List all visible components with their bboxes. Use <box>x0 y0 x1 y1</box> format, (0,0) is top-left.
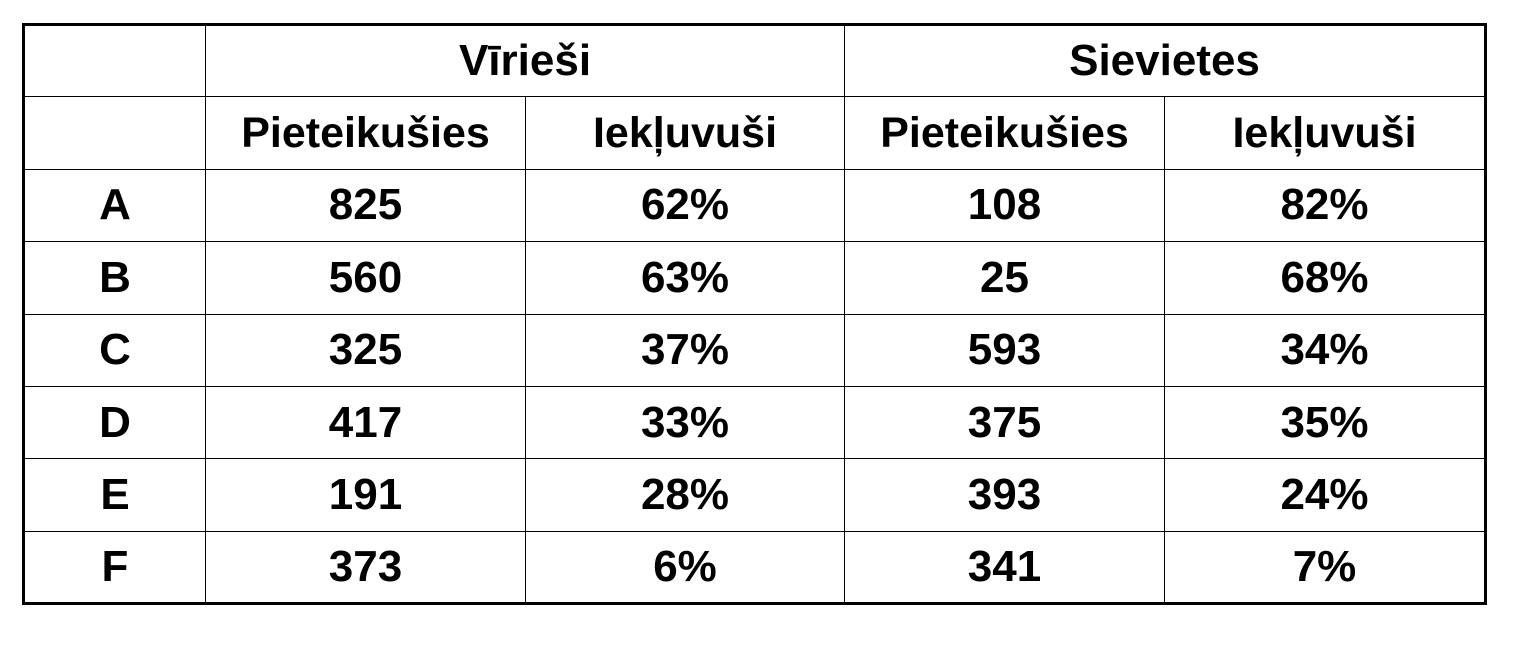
table-cell: 825 <box>205 168 526 243</box>
row-label: C <box>23 313 206 387</box>
row-label: D <box>23 385 206 460</box>
table-cell: 68% <box>1164 241 1486 315</box>
table-row: F 373 6% 341 7% <box>23 530 1486 605</box>
table-cell: 24% <box>1164 458 1486 532</box>
table-cell: 108 <box>844 168 1165 243</box>
corner-cell <box>23 96 206 170</box>
table-cell: 325 <box>205 313 526 387</box>
table-cell: 373 <box>205 530 526 605</box>
table-cell: 6% <box>525 530 845 605</box>
table-cell: 25 <box>844 241 1165 315</box>
admissions-table: Vīrieši Sievietes Pieteikušies Iekļuvuši… <box>22 23 1487 605</box>
table-cell: 7% <box>1164 530 1486 605</box>
table-cell: 593 <box>844 313 1165 387</box>
group-header-women: Sievietes <box>844 23 1486 98</box>
table-cell: 35% <box>1164 385 1486 460</box>
table-cell: 341 <box>844 530 1165 605</box>
table-row: C 325 37% 593 34% <box>23 313 1486 387</box>
corner-cell <box>23 23 206 98</box>
table-cell: 191 <box>205 458 526 532</box>
sub-header-row: Pieteikušies Iekļuvuši Pieteikušies Iekļ… <box>23 96 1486 170</box>
row-label: A <box>23 168 206 243</box>
sub-header-men-admitted: Iekļuvuši <box>525 96 845 170</box>
table-cell: 63% <box>525 241 845 315</box>
sub-header-women-applied: Pieteikušies <box>844 96 1165 170</box>
group-header-row: Vīrieši Sievietes <box>23 23 1486 98</box>
table-cell: 34% <box>1164 313 1486 387</box>
table-cell: 393 <box>844 458 1165 532</box>
row-label: B <box>23 241 206 315</box>
table-row: E 191 28% 393 24% <box>23 458 1486 532</box>
table-cell: 82% <box>1164 168 1486 243</box>
table-cell: 28% <box>525 458 845 532</box>
table-cell: 560 <box>205 241 526 315</box>
table-cell: 37% <box>525 313 845 387</box>
table-cell: 417 <box>205 385 526 460</box>
row-label: E <box>23 458 206 532</box>
row-label: F <box>23 530 206 605</box>
table-row: A 825 62% 108 82% <box>23 168 1486 243</box>
table-row: B 560 63% 25 68% <box>23 241 1486 315</box>
table-cell: 62% <box>525 168 845 243</box>
table-cell: 33% <box>525 385 845 460</box>
group-header-men: Vīrieši <box>205 23 845 98</box>
table-cell: 375 <box>844 385 1165 460</box>
table-row: D 417 33% 375 35% <box>23 385 1486 460</box>
sub-header-women-admitted: Iekļuvuši <box>1164 96 1486 170</box>
sub-header-men-applied: Pieteikušies <box>205 96 526 170</box>
